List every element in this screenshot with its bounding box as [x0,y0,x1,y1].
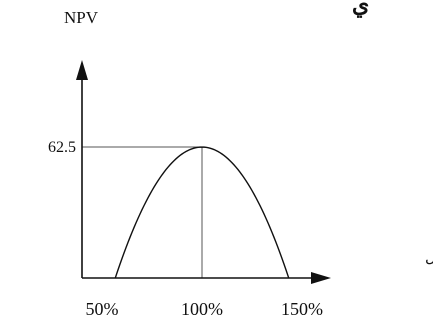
title-fragment: ي [352,0,369,18]
npv-curve [114,146,290,278]
y-axis [76,60,88,278]
x-tick-label: 100% [181,299,223,319]
y-axis-label: NPV [64,8,99,27]
x-tick-label: 50% [86,299,119,319]
x-axis [82,272,331,284]
y-axis-arrowhead [76,60,88,80]
x-tick-label: 150% [281,299,323,319]
reference-lines [82,146,203,278]
y-tick-label: 62.5 [48,139,76,156]
x-axis-arrowhead [311,272,331,284]
x-axis-label: نرخ تنزيل [425,250,433,266]
